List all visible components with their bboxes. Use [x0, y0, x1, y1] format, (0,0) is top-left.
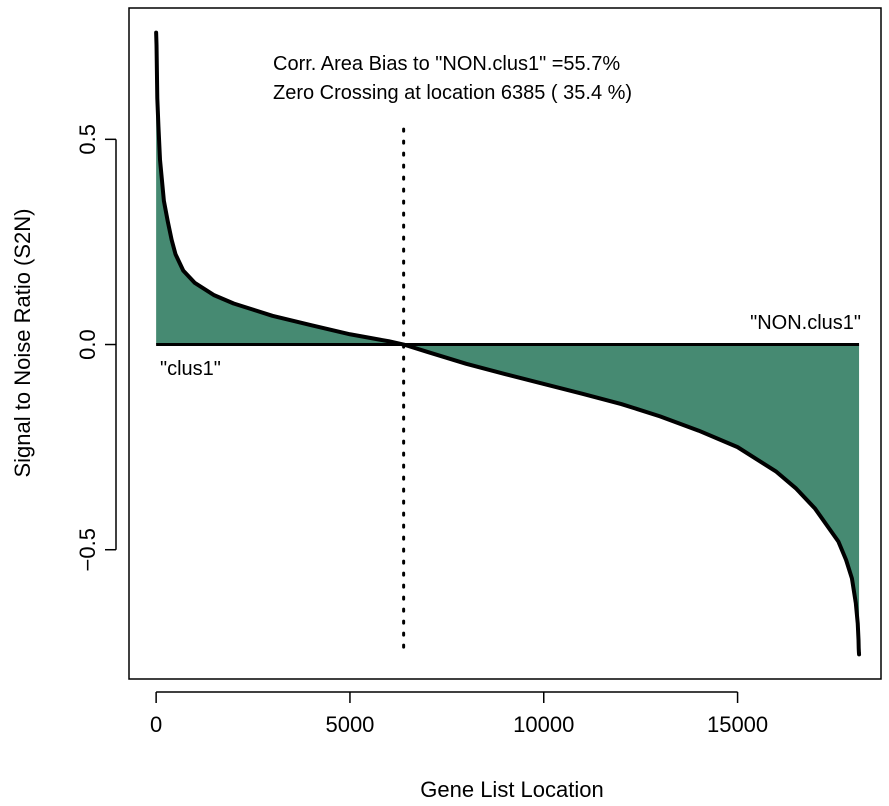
- x-tick-label: 15000: [707, 712, 768, 737]
- x-axis: 0 5000 10000 15000: [150, 691, 768, 737]
- x-tick-label: 0: [150, 712, 162, 737]
- y-tick-label: 0.5: [75, 124, 100, 155]
- y-axis: −0.5 0.0 0.5: [75, 124, 117, 571]
- x-axis-title: Gene List Location: [420, 777, 603, 802]
- right-class-label: "NON.clus1": [750, 312, 861, 334]
- y-axis-title: Signal to Noise Ratio (S2N): [10, 208, 35, 477]
- x-tick-label: 5000: [325, 712, 374, 737]
- y-tick-label: 0.0: [75, 329, 100, 360]
- plot-frame: [128, 7, 882, 680]
- y-tick-label: −0.5: [75, 528, 100, 571]
- zero-crossing-annotation: Zero Crossing at location 6385 ( 35.4 %): [273, 82, 632, 104]
- left-class-label: "clus1": [160, 358, 221, 380]
- plot-area: [154, 30, 862, 657]
- s2n-curve: [154, 30, 862, 657]
- x-tick-label: 10000: [513, 712, 574, 737]
- bias-annotation: Corr. Area Bias to "NON.clus1" =55.7%: [273, 53, 620, 75]
